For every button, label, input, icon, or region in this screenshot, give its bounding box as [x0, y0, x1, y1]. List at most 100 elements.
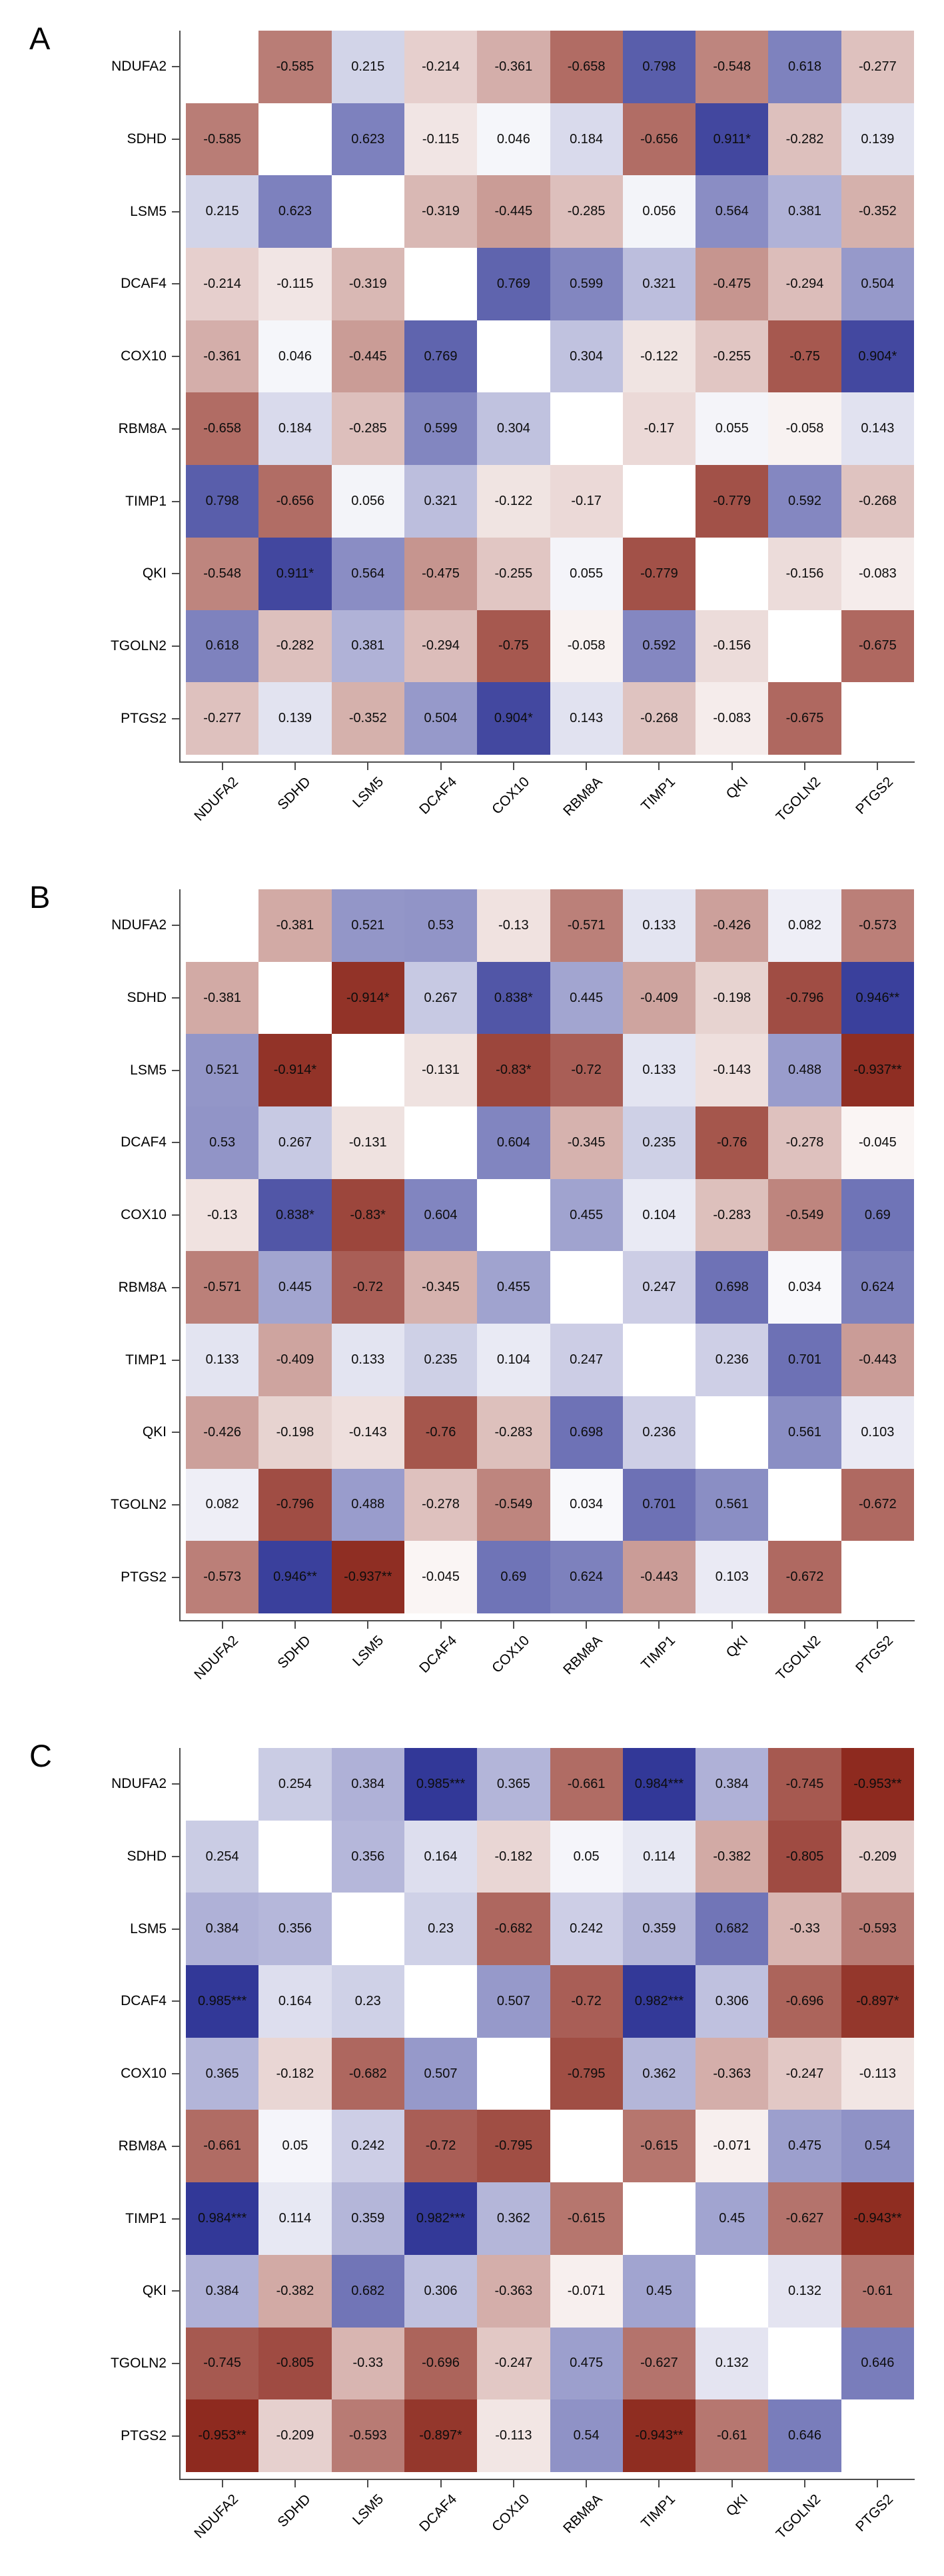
cell-COX10-QKI: -0.255 — [696, 320, 769, 393]
cell-TIMP1-PTGS2: -0.943** — [841, 2182, 914, 2255]
cell-RBM8A-COX10: 0.304 — [477, 392, 550, 466]
cell-QKI-RBM8A: 0.698 — [550, 1396, 623, 1469]
y-label-TGOLN2: TGOLN2 — [110, 1496, 167, 1512]
cell-TIMP1-RBM8A: -0.615 — [550, 2182, 623, 2255]
cell-LSM5-TGOLN2: 0.488 — [768, 1034, 841, 1107]
cell-QKI-DCAF4: -0.76 — [404, 1396, 478, 1469]
cell-NDUFA2-RBM8A: -0.661 — [550, 1748, 623, 1821]
cell-DCAF4-RBM8A: 0.599 — [550, 248, 623, 320]
cell-NDUFA2-LSM5: 0.521 — [331, 889, 404, 962]
y-tick-PTGS2 — [171, 2435, 179, 2437]
panel-a: A -0.585 0.215 -0.214 -0.361 -0.658 0.798 -0.5… — [0, 0, 944, 859]
cell-RBM8A-RBM8A — [550, 392, 623, 466]
y-tick-QKI — [171, 2290, 179, 2292]
x-tick-NDUFA2 — [221, 763, 223, 770]
cell-COX10-LSM5: -0.682 — [331, 2037, 404, 2110]
x-tick-DCAF4 — [440, 763, 442, 770]
cell-TIMP1-NDUFA2: 0.798 — [186, 465, 259, 538]
cell-NDUFA2-QKI: -0.548 — [696, 31, 769, 103]
cell-RBM8A-TGOLN2: -0.058 — [768, 392, 841, 466]
cell-DCAF4-DCAF4 — [404, 248, 478, 320]
cell-SDHD-LSM5: 0.356 — [331, 1820, 404, 1893]
y-label-PTGS2: PTGS2 — [121, 2427, 167, 2443]
cell-QKI-SDHD: -0.198 — [258, 1396, 332, 1469]
x-label-PTGS2: PTGS2 — [739, 774, 897, 817]
x-label-text-PTGS2: PTGS2 — [853, 774, 897, 817]
cell-PTGS2-LSM5: -0.352 — [331, 682, 404, 755]
heatmap-grid-A: -0.585 0.215 -0.214 -0.361 -0.658 0.798 -0.548… — [186, 31, 914, 755]
cell-DCAF4-DCAF4 — [404, 1106, 478, 1179]
cell-COX10-RBM8A: 0.304 — [550, 320, 623, 393]
cell-RBM8A-LSM5: -0.285 — [331, 392, 404, 466]
y-tick-SDHD — [171, 1856, 179, 1858]
cell-RBM8A-RBM8A — [550, 1251, 623, 1324]
x-tick-DCAF4 — [440, 2480, 442, 2487]
cell-SDHD-RBM8A: 0.05 — [550, 1820, 623, 1893]
y-tick-PTGS2 — [171, 717, 179, 719]
x-tick-QKI — [731, 1621, 733, 1629]
x-tick-TGOLN2 — [804, 1621, 806, 1629]
cell-DCAF4-COX10: 0.769 — [477, 248, 550, 320]
panel-a-letter: A — [29, 21, 51, 56]
cell-LSM5-TGOLN2: -0.33 — [768, 1893, 841, 1966]
cell-TGOLN2-LSM5: 0.488 — [331, 1468, 404, 1541]
x-tick-LSM5 — [367, 1621, 369, 1629]
cell-DCAF4-QKI: -0.76 — [696, 1106, 769, 1179]
cell-SDHD-TIMP1: -0.656 — [622, 103, 696, 176]
panel-b-letter: B — [29, 879, 51, 915]
cell-RBM8A-TIMP1: -0.615 — [622, 2110, 696, 2183]
cell-SDHD-TIMP1: 0.114 — [622, 1820, 696, 1893]
y-label-COX10: COX10 — [121, 348, 167, 364]
cell-QKI-LSM5: -0.143 — [331, 1396, 404, 1469]
cell-QKI-PTGS2: 0.103 — [841, 1396, 914, 1469]
cell-TIMP1-LSM5: 0.133 — [331, 1324, 404, 1396]
cell-TGOLN2-COX10: -0.549 — [477, 1468, 550, 1541]
cell-TGOLN2-TGOLN2 — [768, 1468, 841, 1541]
y-tick-QKI — [171, 1432, 179, 1434]
cell-NDUFA2-LSM5: 0.384 — [331, 1748, 404, 1821]
cell-NDUFA2-DCAF4: 0.985*** — [404, 1748, 478, 1821]
cell-SDHD-TGOLN2: -0.282 — [768, 103, 841, 176]
cell-TIMP1-TGOLN2: 0.701 — [768, 1324, 841, 1396]
cell-COX10-TIMP1: 0.104 — [622, 1178, 696, 1252]
x-tick-COX10 — [512, 2480, 514, 2487]
cell-DCAF4-PTGS2: -0.045 — [841, 1106, 914, 1179]
y-tick-RBM8A — [171, 2145, 179, 2147]
cell-COX10-NDUFA2: 0.365 — [186, 2037, 259, 2110]
cell-PTGS2-TGOLN2: -0.675 — [768, 682, 841, 755]
cell-QKI-LSM5: 0.682 — [331, 2254, 404, 2328]
y-axis-line — [179, 31, 181, 761]
x-tick-DCAF4 — [440, 1621, 442, 1629]
cell-QKI-TIMP1: 0.236 — [622, 1396, 696, 1469]
cell-TGOLN2-SDHD: -0.796 — [258, 1468, 332, 1541]
cell-COX10-COX10 — [477, 1178, 550, 1252]
cell-LSM5-TIMP1: 0.359 — [622, 1893, 696, 1966]
y-tick-TGOLN2 — [171, 2362, 179, 2364]
cell-TIMP1-SDHD: 0.114 — [258, 2182, 332, 2255]
y-tick-SDHD — [171, 997, 179, 999]
cell-RBM8A-QKI: -0.071 — [696, 2110, 769, 2183]
cell-SDHD-PTGS2: 0.139 — [841, 103, 914, 176]
cell-TIMP1-QKI: 0.45 — [696, 2182, 769, 2255]
cell-SDHD-DCAF4: 0.267 — [404, 961, 478, 1035]
y-tick-LSM5 — [171, 211, 179, 213]
cell-PTGS2-COX10: -0.113 — [477, 2399, 550, 2472]
y-tick-RBM8A — [171, 1286, 179, 1288]
cell-PTGS2-DCAF4: 0.504 — [404, 682, 478, 755]
cell-NDUFA2-TGOLN2: -0.745 — [768, 1748, 841, 1821]
cell-COX10-TGOLN2: -0.247 — [768, 2037, 841, 2110]
cell-DCAF4-LSM5: -0.319 — [331, 248, 404, 320]
x-label-text-PTGS2: PTGS2 — [853, 2491, 897, 2535]
cell-PTGS2-LSM5: -0.593 — [331, 2399, 404, 2472]
cell-SDHD-DCAF4: -0.115 — [404, 103, 478, 176]
cell-SDHD-NDUFA2: 0.254 — [186, 1820, 259, 1893]
cell-NDUFA2-SDHD: -0.585 — [258, 31, 332, 103]
x-tick-TIMP1 — [658, 2480, 660, 2487]
cell-TIMP1-TGOLN2: -0.627 — [768, 2182, 841, 2255]
cell-NDUFA2-NDUFA2 — [186, 31, 259, 103]
cell-LSM5-PTGS2: -0.937** — [841, 1034, 914, 1107]
y-label-LSM5: LSM5 — [130, 203, 167, 219]
y-label-COX10: COX10 — [121, 1207, 167, 1223]
cell-SDHD-TIMP1: -0.409 — [622, 961, 696, 1035]
